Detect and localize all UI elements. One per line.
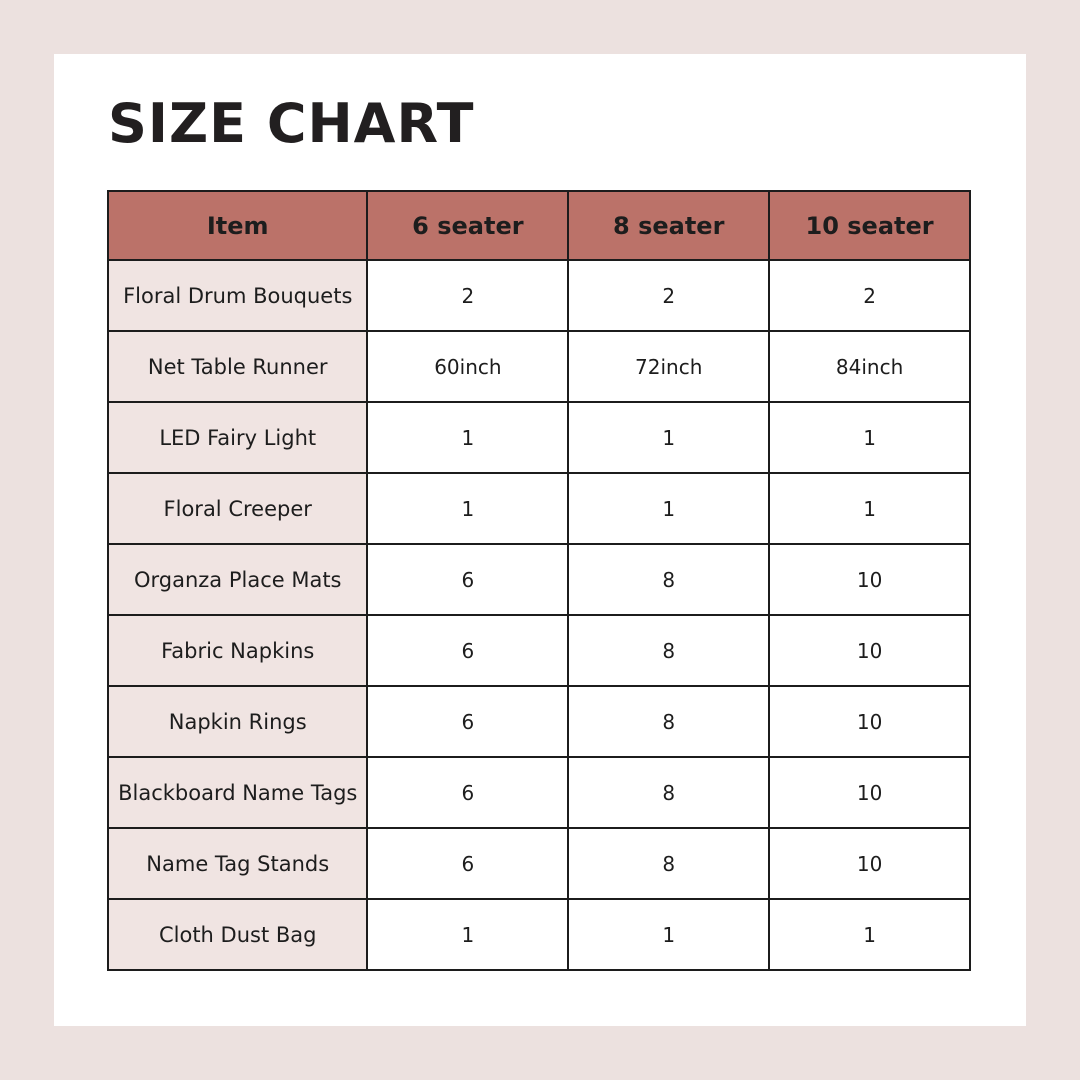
table-row: Net Table Runner 60inch 72inch 84inch xyxy=(106,330,971,403)
table-row: Blackboard Name Tags 6 8 10 xyxy=(106,756,971,829)
value-cell: 6 xyxy=(366,614,570,687)
item-cell: Blackboard Name Tags xyxy=(106,756,369,829)
column-header-10-seater: 10 seater xyxy=(768,190,971,261)
item-cell: LED Fairy Light xyxy=(106,401,369,474)
table-row: Napkin Rings 6 8 10 xyxy=(106,685,971,758)
table-row: Cloth Dust Bag 1 1 1 xyxy=(106,898,971,971)
table-row: Name Tag Stands 6 8 10 xyxy=(106,827,971,900)
value-cell: 84inch xyxy=(768,330,971,403)
value-cell: 8 xyxy=(567,685,771,758)
value-cell: 1 xyxy=(768,401,971,474)
value-cell: 10 xyxy=(768,827,971,900)
value-cell: 6 xyxy=(366,543,570,616)
value-cell: 6 xyxy=(366,827,570,900)
value-cell: 1 xyxy=(366,898,570,971)
content-card: SIZE CHART Item 6 seater 8 seater 10 sea… xyxy=(54,54,1026,1026)
value-cell: 1 xyxy=(366,401,570,474)
value-cell: 8 xyxy=(567,827,771,900)
item-cell: Cloth Dust Bag xyxy=(106,898,369,971)
value-cell: 1 xyxy=(567,898,771,971)
value-cell: 1 xyxy=(366,472,570,545)
value-cell: 1 xyxy=(567,401,771,474)
table-row: Fabric Napkins 6 8 10 xyxy=(106,614,971,687)
value-cell: 2 xyxy=(567,259,771,332)
table-header-row: Item 6 seater 8 seater 10 seater xyxy=(106,190,971,261)
item-cell: Name Tag Stands xyxy=(106,827,369,900)
column-header-item: Item xyxy=(106,190,369,261)
column-header-8-seater: 8 seater xyxy=(567,190,771,261)
value-cell: 1 xyxy=(567,472,771,545)
value-cell: 10 xyxy=(768,543,971,616)
value-cell: 10 xyxy=(768,756,971,829)
value-cell: 2 xyxy=(768,259,971,332)
table-row: Floral Creeper 1 1 1 xyxy=(106,472,971,545)
item-cell: Organza Place Mats xyxy=(106,543,369,616)
item-cell: Net Table Runner xyxy=(106,330,369,403)
value-cell: 8 xyxy=(567,614,771,687)
value-cell: 6 xyxy=(366,756,570,829)
value-cell: 60inch xyxy=(366,330,570,403)
size-chart-table: Item 6 seater 8 seater 10 seater Floral … xyxy=(106,190,971,971)
item-cell: Napkin Rings xyxy=(106,685,369,758)
table-row: LED Fairy Light 1 1 1 xyxy=(106,401,971,474)
value-cell: 8 xyxy=(567,756,771,829)
value-cell: 1 xyxy=(768,898,971,971)
value-cell: 8 xyxy=(567,543,771,616)
item-cell: Floral Creeper xyxy=(106,472,369,545)
value-cell: 1 xyxy=(768,472,971,545)
value-cell: 10 xyxy=(768,614,971,687)
table-row: Organza Place Mats 6 8 10 xyxy=(106,543,971,616)
page-title: SIZE CHART xyxy=(108,92,475,155)
item-cell: Fabric Napkins xyxy=(106,614,369,687)
value-cell: 6 xyxy=(366,685,570,758)
table-row: Floral Drum Bouquets 2 2 2 xyxy=(106,259,971,332)
item-cell: Floral Drum Bouquets xyxy=(106,259,369,332)
column-header-6-seater: 6 seater xyxy=(366,190,570,261)
value-cell: 10 xyxy=(768,685,971,758)
value-cell: 72inch xyxy=(567,330,771,403)
value-cell: 2 xyxy=(366,259,570,332)
